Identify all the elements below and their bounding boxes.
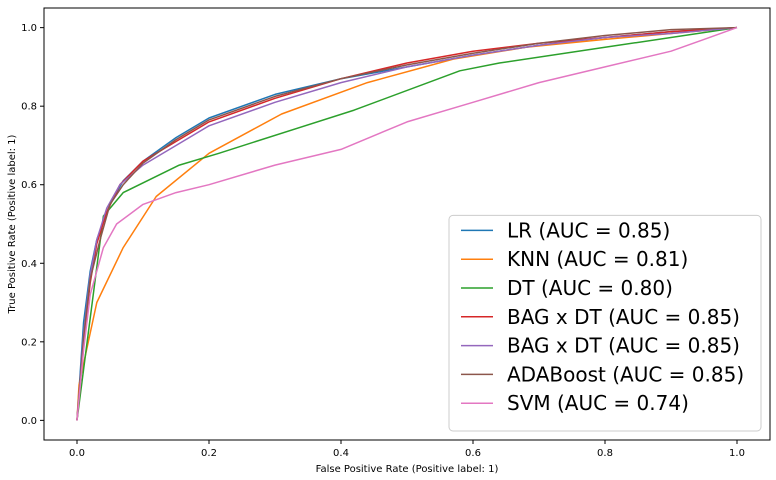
x-tick-label: 0.8 — [597, 448, 613, 459]
series-line-1 — [76, 26, 738, 421]
legend-label-5: ADABoost (AUC = 0.85) — [507, 362, 744, 386]
y-axis-ticks: 0.0 0.2 0.4 0.6 0.8 1.0 — [21, 23, 44, 427]
series-line-6 — [76, 26, 738, 421]
legend-box — [448, 214, 762, 432]
plot-frame — [43, 7, 771, 441]
y-tick-label: 0.8 — [21, 102, 37, 113]
y-axis-label: True Positive Rate (Positive label: 1) — [7, 134, 18, 314]
y-tick-label: 0.0 — [21, 416, 37, 427]
y-tick-label: 0.4 — [21, 259, 37, 270]
legend-label-6: SVM (AUC = 0.74) — [507, 391, 689, 415]
legend: LR (AUC = 0.85) KNN (AUC = 0.81) DT (AUC =… — [448, 214, 762, 432]
x-axis-label: False Positive Rate (Positive label: 1) — [316, 464, 499, 475]
y-tick-label: 0.2 — [21, 337, 37, 348]
x-tick-label: 0.0 — [69, 448, 85, 459]
x-tick-label: 0.4 — [333, 448, 349, 459]
plot-lines — [76, 26, 738, 421]
y-tick-label: 0.6 — [21, 180, 37, 191]
legend-label-2: DT (AUC = 0.80) — [507, 276, 673, 300]
legend-label-0: LR (AUC = 0.85) — [507, 218, 670, 242]
x-tick-label: 0.2 — [201, 448, 217, 459]
legend-label-3: BAG x DT (AUC = 0.85) — [507, 305, 740, 329]
x-tick-label: 0.6 — [465, 448, 481, 459]
y-tick-label: 1.0 — [21, 23, 37, 34]
x-tick-label: 1.0 — [729, 448, 745, 459]
series-line-4 — [76, 26, 738, 421]
legend-label-1: KNN (AUC = 0.81) — [507, 247, 688, 271]
x-axis-ticks: 0.0 0.2 0.4 0.6 0.8 1.0 — [69, 440, 745, 459]
series-line-2 — [76, 26, 738, 421]
series-line-5 — [76, 26, 738, 421]
legend-label-4: BAG x DT (AUC = 0.85) — [507, 334, 740, 358]
